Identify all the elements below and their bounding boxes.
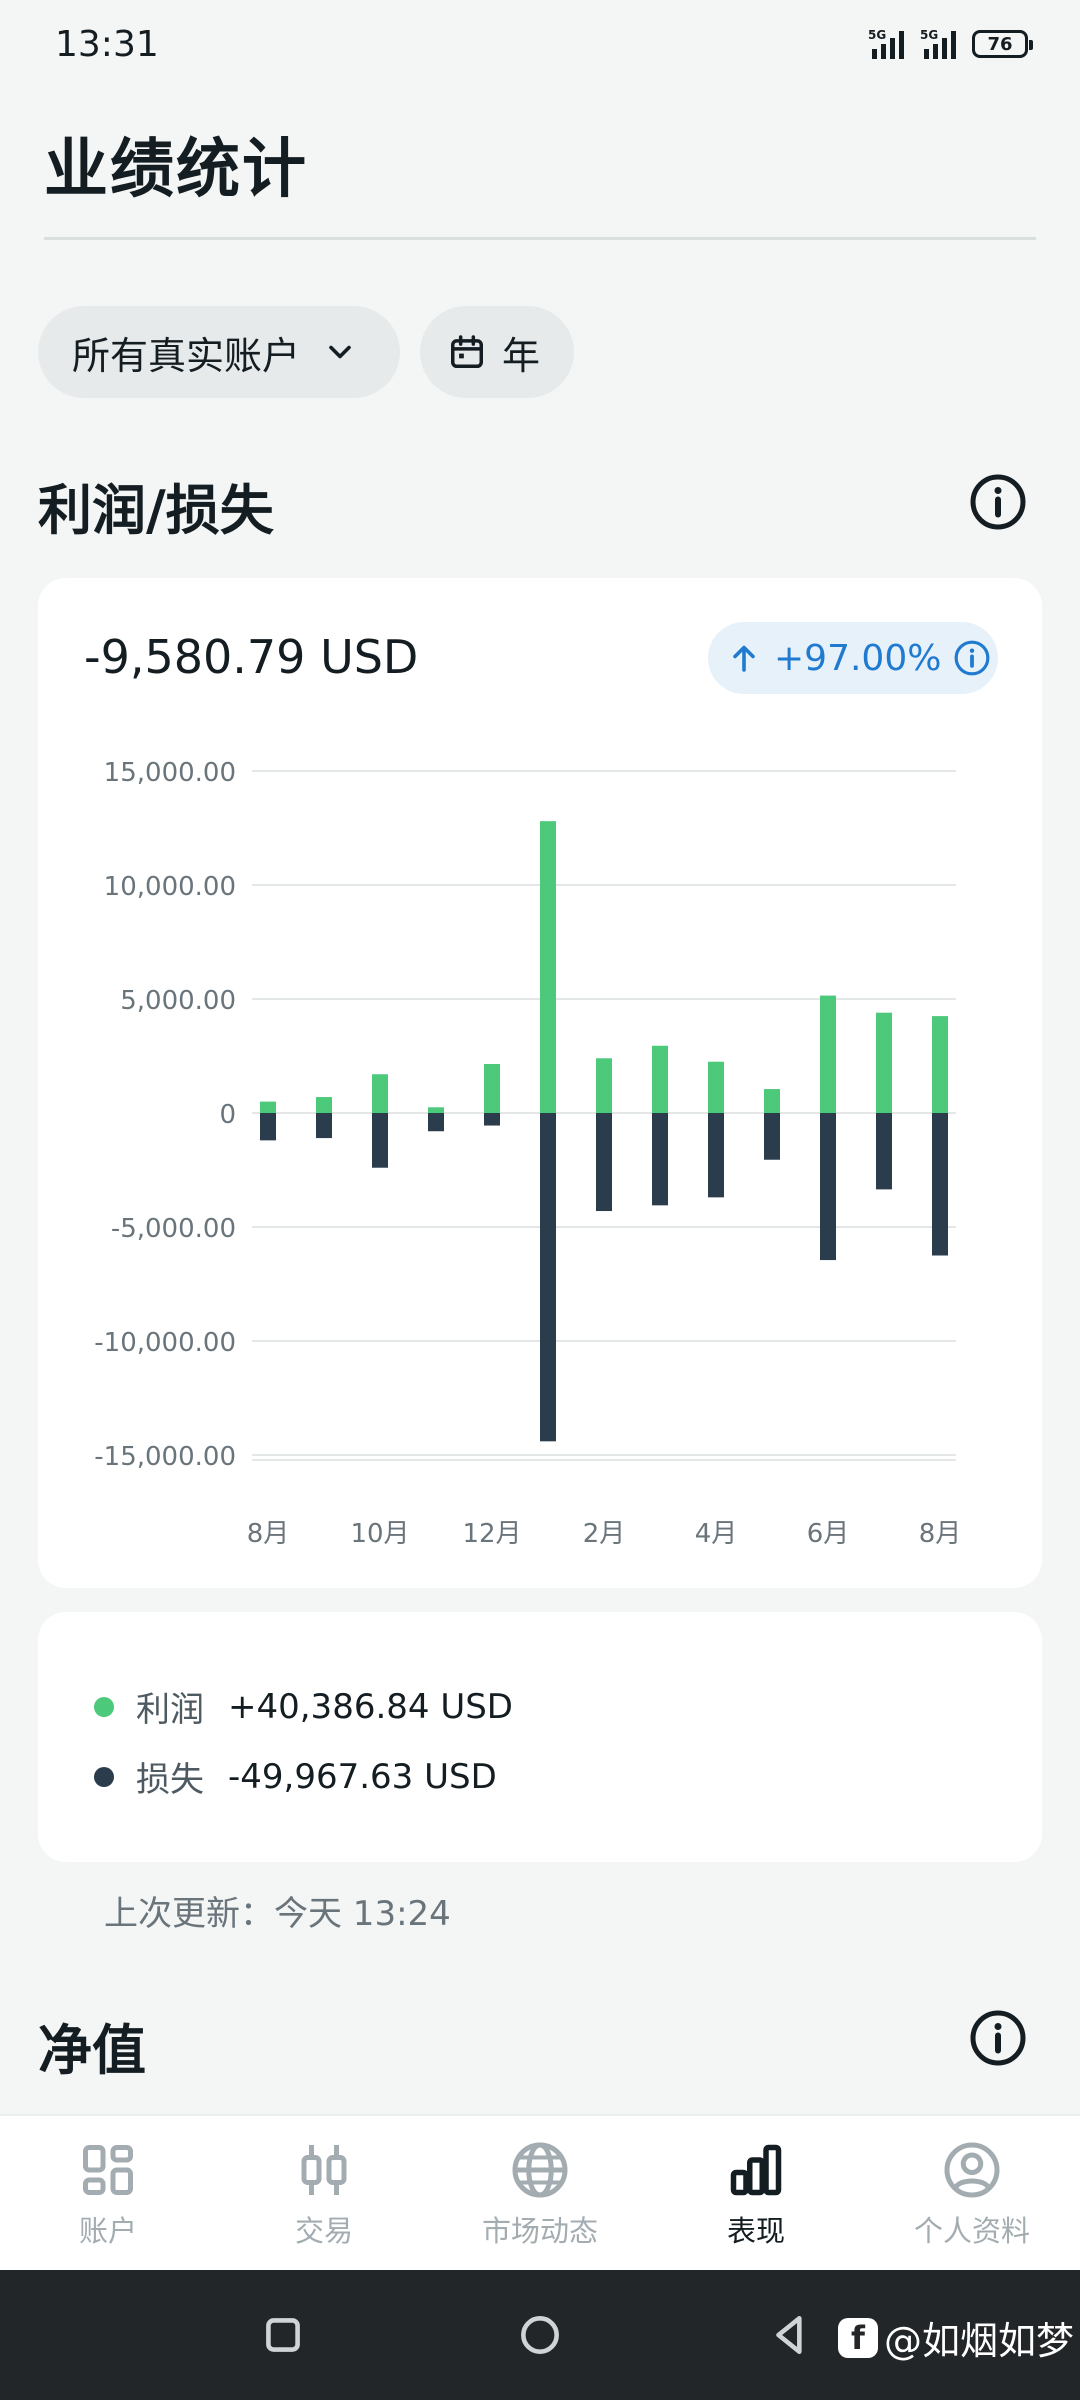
profit-bar xyxy=(372,1074,388,1113)
candles-icon xyxy=(301,2145,347,2195)
x-tick-label: 10月 xyxy=(350,1519,409,1549)
bar-chart-icon xyxy=(730,2144,782,2196)
profit-bar xyxy=(540,821,556,1113)
y-tick-label: 5,000.00 xyxy=(120,986,236,1016)
profit-bar xyxy=(652,1045,668,1113)
x-tick-label: 8月 xyxy=(919,1519,962,1549)
nav-label: 账户 xyxy=(78,2214,137,2248)
loss-bar xyxy=(540,1113,556,1442)
profit-bar xyxy=(428,1107,444,1113)
nav-item-accounts[interactable]: 账户 xyxy=(0,2116,216,2272)
loss-bar xyxy=(372,1113,388,1168)
loss-bar xyxy=(428,1113,444,1132)
loss-bar xyxy=(932,1113,948,1256)
equity-section-title: 净值 xyxy=(38,2019,146,2082)
account-filter-label: 所有真实账户 xyxy=(72,333,301,378)
home-icon[interactable] xyxy=(515,2310,565,2360)
legend-value: -49,967.63 USD xyxy=(228,1756,497,1797)
recent-apps-icon[interactable] xyxy=(258,2310,308,2360)
nav-item-performance[interactable]: 表现 xyxy=(648,2116,864,2272)
legend-item-loss: 损失 -49,967.63 USD xyxy=(94,1752,497,1801)
network-type-label: 5G xyxy=(920,28,938,42)
watermark-text: @如烟如梦 xyxy=(884,2319,1075,2363)
legend-item-profit: 利润 +40,386.84 USD xyxy=(94,1682,513,1731)
page-title: 业绩统计 xyxy=(44,133,308,207)
change-badge[interactable]: +97.00% xyxy=(708,622,998,694)
globe-icon xyxy=(512,2142,568,2198)
profit-bar xyxy=(932,1016,948,1113)
profit-dot xyxy=(94,1696,114,1717)
nav-item-market-news[interactable]: 市场动态 xyxy=(432,2116,648,2272)
loss-bar xyxy=(316,1113,332,1139)
status-time: 13:31 xyxy=(55,24,159,65)
nav-label: 个人资料 xyxy=(913,2214,1030,2248)
profit-bar xyxy=(484,1063,500,1113)
user-circle-icon xyxy=(944,2142,1000,2198)
signal-icon: 5G xyxy=(920,28,956,59)
x-tick-label: 2月 xyxy=(583,1519,626,1549)
nav-label: 交易 xyxy=(294,2214,353,2248)
period-filter-label: 年 xyxy=(502,333,541,378)
loss-bar xyxy=(260,1113,276,1141)
pnl-total-value: -9,580.79 USD xyxy=(84,630,419,684)
nav-item-profile[interactable]: 个人资料 xyxy=(864,2116,1080,2272)
profit-bar xyxy=(316,1097,332,1113)
loss-bar xyxy=(652,1113,668,1206)
nav-item-trade[interactable]: 交易 xyxy=(216,2116,432,2272)
title-divider xyxy=(44,237,1036,240)
nav-label: 表现 xyxy=(726,2214,785,2248)
last-updated: 上次更新：今天 13:24 xyxy=(104,1894,451,1934)
legend-label: 利润 xyxy=(136,1690,204,1730)
loss-bar xyxy=(764,1113,780,1160)
loss-bar xyxy=(596,1113,612,1212)
legend-card: 利润 +40,386.84 USD 损失 -49,967.63 USD xyxy=(38,1612,1042,1862)
status-icons: 5G 5G 76 xyxy=(868,26,1033,62)
bottom-nav: 账户 交易 市场动态 表现 个 xyxy=(0,2114,1080,2270)
grid-icon xyxy=(83,2145,133,2195)
status-bar: 13:31 5G 5G 76 xyxy=(0,0,1080,92)
chevron-down-icon xyxy=(329,345,351,359)
watermark-logo: f xyxy=(838,2317,878,2358)
system-nav-bar: f @如烟如梦 xyxy=(0,2270,1080,2400)
x-tick-label: 4月 xyxy=(695,1519,738,1549)
signal-icon: 5G xyxy=(868,28,904,59)
profit-bar xyxy=(708,1061,724,1113)
loss-bar xyxy=(708,1113,724,1198)
x-tick-label: 12月 xyxy=(462,1519,521,1549)
watermark: f @如烟如梦 xyxy=(838,2310,1074,2365)
account-filter-dropdown[interactable]: 所有真实账户 xyxy=(38,306,400,398)
profit-bar xyxy=(596,1058,612,1113)
loss-dot xyxy=(94,1766,114,1787)
profit-bar xyxy=(820,995,836,1113)
pnl-bar-chart: 15,000.00 10,000.00 5,000.00 0 -5,000.00 -10,… xyxy=(94,758,962,1549)
profit-bar xyxy=(876,1012,892,1113)
y-tick-label: 10,000.00 xyxy=(104,872,236,902)
profit-bar xyxy=(764,1089,780,1113)
loss-bar xyxy=(820,1113,836,1261)
profit-bar xyxy=(260,1101,276,1113)
change-percent: +97.00% xyxy=(774,637,942,679)
loss-bar xyxy=(484,1113,500,1126)
y-tick-label: 15,000.00 xyxy=(104,758,236,788)
info-icon[interactable] xyxy=(968,472,1028,532)
x-tick-label: 8月 xyxy=(247,1519,290,1549)
x-tick-label: 6月 xyxy=(807,1519,850,1549)
y-tick-label: -5,000.00 xyxy=(111,1214,236,1244)
y-tick-label: -10,000.00 xyxy=(94,1328,236,1358)
legend-label: 损失 xyxy=(136,1760,204,1800)
y-tick-label: 0 xyxy=(219,1100,236,1130)
network-type-label: 5G xyxy=(868,28,886,42)
info-icon xyxy=(955,640,990,676)
back-icon[interactable] xyxy=(766,2310,816,2360)
period-filter-button[interactable]: 年 xyxy=(420,306,574,398)
battery-icon: 76 xyxy=(972,30,1033,58)
loss-bar xyxy=(876,1113,892,1190)
legend-value: +40,386.84 USD xyxy=(228,1686,513,1727)
nav-label: 市场动态 xyxy=(481,2214,598,2248)
pnl-section-title: 利润/损失 xyxy=(38,479,274,542)
calendar-icon xyxy=(451,335,483,368)
arrow-up-icon xyxy=(733,645,755,672)
info-icon[interactable] xyxy=(968,2008,1028,2068)
y-tick-label: -15,000.00 xyxy=(94,1442,236,1472)
